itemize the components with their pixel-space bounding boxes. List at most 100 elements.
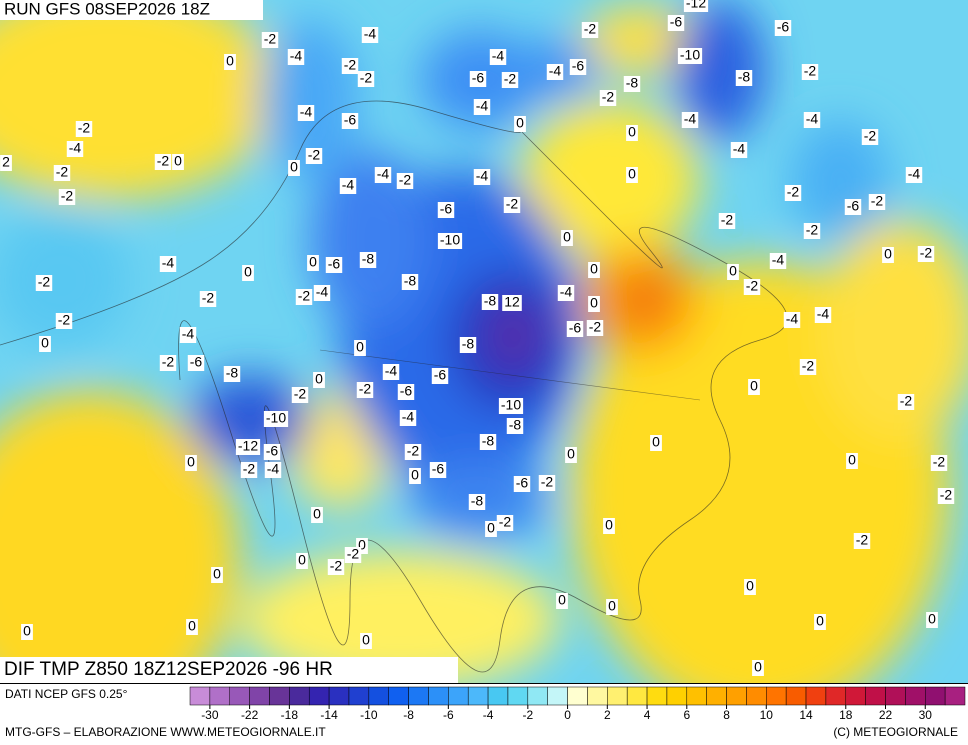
tick-label: 30 <box>919 708 933 722</box>
color-box <box>209 686 230 706</box>
contour-label-box <box>313 285 331 301</box>
contour-label: -4 <box>786 311 799 327</box>
contour-label: -2 <box>721 212 734 228</box>
contour-label-box <box>677 48 703 64</box>
color-box <box>308 686 330 706</box>
contour-label-box <box>469 71 487 87</box>
contour-label-box <box>481 294 499 310</box>
color-box <box>666 686 688 706</box>
contour-label: 0 <box>754 659 762 675</box>
contour-label-box <box>502 295 522 311</box>
contour-label-box <box>179 327 197 343</box>
tick-label: 6 <box>683 708 690 722</box>
contour-label: -2 <box>940 487 953 503</box>
contour-label-box <box>569 59 587 75</box>
contour-label: -8 <box>226 365 239 381</box>
color-box <box>805 686 827 706</box>
contour-label: -2 <box>804 63 817 79</box>
contour-label: 0 <box>309 254 317 270</box>
color-box <box>626 686 648 706</box>
contour-label-box <box>288 160 300 176</box>
map-title: DIF TMP Z850 18Z12SEP2026 -96 HR <box>4 659 333 680</box>
contour-label: -4 <box>908 166 921 182</box>
contour-label: 0 <box>356 339 364 355</box>
contour-label-box <box>727 264 739 280</box>
contour-label-box <box>159 355 177 371</box>
color-box <box>269 686 290 706</box>
contour-label: -4 <box>402 409 415 425</box>
contour-label: -6 <box>847 198 860 214</box>
contour-label: 0 <box>362 632 370 648</box>
contour-label-box <box>240 462 258 478</box>
contour-label: 0 <box>558 592 566 608</box>
color-box <box>825 686 847 706</box>
contour-label-box <box>409 468 421 484</box>
contour-label: 0 <box>187 454 195 470</box>
contour-label: 0 <box>884 246 892 262</box>
contour-label-box <box>769 253 787 269</box>
contour-label: -6 <box>328 256 341 272</box>
contour-label-box <box>581 22 599 38</box>
contour-label-box <box>506 418 524 434</box>
contour-label: 2 <box>2 154 10 170</box>
color-box <box>905 686 926 706</box>
contour-label-box <box>224 54 236 70</box>
contour-label: -4 <box>342 177 355 193</box>
contour-label: -2 <box>399 172 412 188</box>
tick-label: 18 <box>839 708 853 722</box>
contour-label: 0 <box>590 261 598 277</box>
contour-label: -4 <box>733 141 746 157</box>
contour-label-box <box>897 394 915 410</box>
tick-label: 14 <box>799 708 813 722</box>
contour-label: -2 <box>243 461 256 477</box>
contour-label-box <box>58 189 76 205</box>
color-box <box>368 686 389 706</box>
contour-label: -2 <box>787 184 800 200</box>
contour-label: 0 <box>848 452 856 468</box>
run-title: RUN GFS 08SEP2026 18Z <box>4 0 210 18</box>
contour-label: -2 <box>499 514 512 530</box>
contour-label-box <box>853 533 871 549</box>
tick-label: -2 <box>522 708 533 722</box>
color-box <box>229 686 250 706</box>
contour-label-box <box>305 148 323 164</box>
contour-label-box <box>626 167 638 183</box>
contour-label-box <box>468 494 486 510</box>
color-box <box>428 686 449 706</box>
contour-label: -6 <box>190 354 203 370</box>
color-box <box>289 686 310 706</box>
contour-label-box <box>223 366 241 382</box>
contour-label: -2 <box>504 71 517 87</box>
contour-label: -6 <box>472 70 485 86</box>
tick-label: 22 <box>879 708 893 722</box>
contour-label: -6 <box>400 383 413 399</box>
tick-label: -22 <box>241 708 259 722</box>
contour-label-box <box>66 141 84 157</box>
contour-label-box <box>263 444 281 460</box>
color-box <box>746 686 767 706</box>
footer-right: (C) METEOGIORNALE <box>833 725 958 739</box>
contour-label: -2 <box>541 474 554 490</box>
contour-label-box <box>397 384 415 400</box>
contour-label: 0 <box>315 371 323 387</box>
contour-label: 0 <box>729 263 737 279</box>
contour-label-box <box>307 255 319 271</box>
contour-label: -4 <box>364 26 377 42</box>
contour-label-box <box>930 455 948 471</box>
header-box <box>0 0 263 20</box>
color-box <box>726 686 747 706</box>
contour-label-box <box>187 355 205 371</box>
contour-label: -6 <box>516 475 529 491</box>
contour-label-box <box>360 633 372 649</box>
contour-label-box <box>546 64 564 80</box>
color-box <box>348 686 370 706</box>
color-box <box>448 686 469 706</box>
contour-label: -6 <box>266 443 279 459</box>
contour-label-box <box>356 538 368 554</box>
contour-label-box <box>799 359 817 375</box>
contour-label-box <box>159 256 177 272</box>
contour-label-box <box>356 382 374 398</box>
tick-label: -10 <box>360 708 378 722</box>
contour-label-box <box>154 154 172 170</box>
contour-label-box <box>846 453 858 469</box>
